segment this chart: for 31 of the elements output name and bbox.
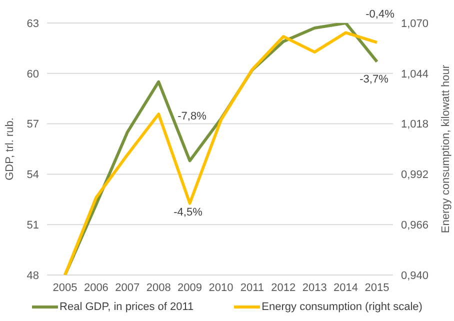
annotation: -3,7% — [360, 74, 388, 86]
x-tick-label: 2013 — [302, 282, 327, 294]
y-tick-label: 51 — [26, 220, 39, 232]
y2-tick-label: 1,018 — [401, 118, 429, 131]
x-tick-label: 2011 — [240, 282, 264, 294]
y2-tick-label: 0,966 — [401, 220, 429, 232]
x-tick-label: 2007 — [115, 282, 140, 294]
text: -0,4% — [366, 8, 394, 22]
x-tick-label: 2012 — [271, 282, 296, 294]
y2-axis-title: Energy consumption, kilowatt hour — [440, 64, 452, 234]
y-tick-label: 60 — [26, 68, 39, 80]
y-tick-label: 57 — [26, 118, 39, 131]
x-tick-label: 2015 — [364, 282, 390, 294]
x-tick-label: 2009 — [178, 282, 202, 294]
annotation: -7,8% — [178, 110, 206, 124]
y-tick-label: 48 — [26, 270, 39, 282]
legend-label: Energy consumption (right scale) — [262, 301, 422, 313]
legend-label: Real GDP, in prices of 2011 — [60, 301, 194, 313]
y2-tick-label: 1,070 — [401, 18, 429, 30]
annotation: -4,5% — [174, 206, 202, 220]
y2-tick-label: 1,044 — [401, 68, 429, 80]
x-tick-label: 2014 — [334, 282, 358, 294]
x-tick-label: 2010 — [208, 282, 234, 294]
y-tick-label: 54 — [26, 169, 39, 182]
x-tick-label: 2006 — [84, 282, 108, 294]
y-tick-label: 63 — [26, 18, 39, 30]
x-tick-label: 2008 — [146, 282, 171, 294]
x-tick-label: 2005 — [52, 282, 78, 294]
y2-tick-label: 0,940 — [401, 270, 429, 282]
y2-tick-label: 0,992 — [401, 169, 429, 182]
y-axis-title: GDP, trl. rub. — [4, 118, 16, 180]
